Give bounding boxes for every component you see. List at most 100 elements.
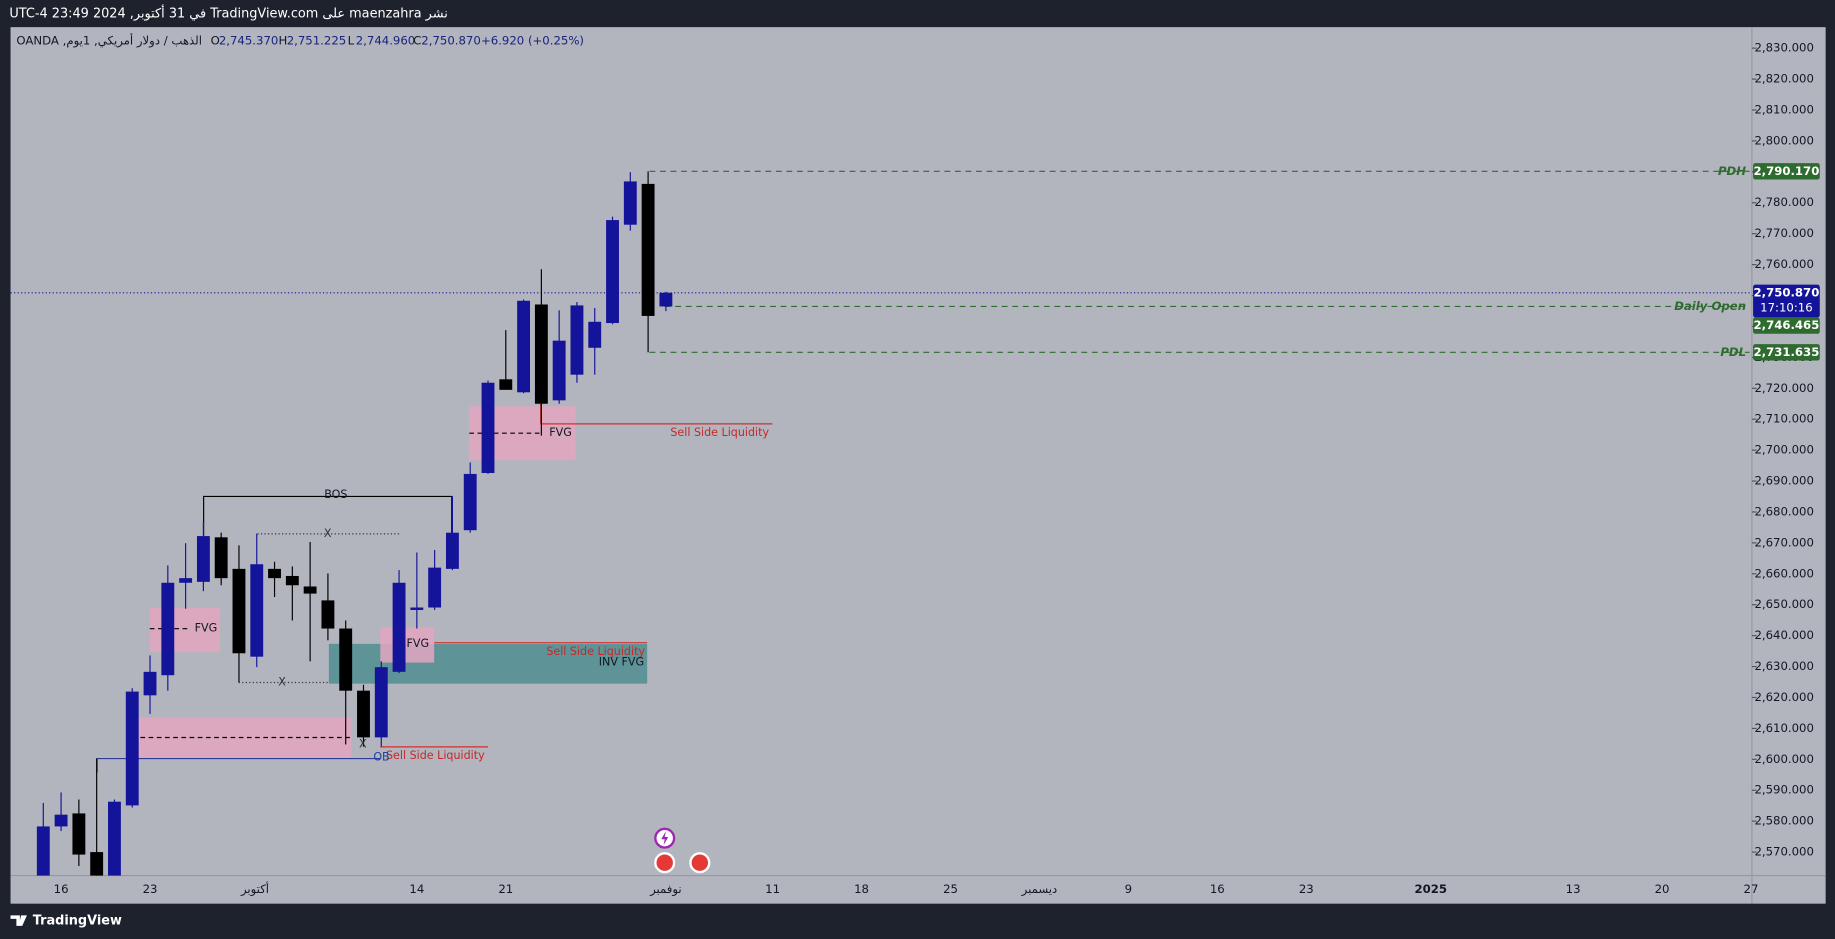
annotation: OB: [373, 750, 389, 763]
published-line: نشر maenzahra على TradingView.com في 31 …: [9, 5, 447, 22]
candle-body: [534, 304, 548, 404]
level-name: PDH: [1718, 164, 1746, 178]
candle-body: [606, 220, 619, 324]
bos-line: [203, 495, 453, 537]
countdown: 17:10:16: [1760, 301, 1813, 315]
annotation: Sell Side Liquidity: [546, 645, 645, 658]
ohlc-key: L: [348, 34, 355, 48]
candle-body: [179, 578, 193, 583]
candle-body: [392, 582, 406, 672]
y-tick-label: 2,780.000: [1754, 195, 1813, 209]
drawings: [96, 403, 773, 773]
candle-body: [481, 382, 495, 474]
y-tick-label: 2,650.000: [1754, 597, 1813, 611]
y-tick-label: 2,700.000: [1754, 443, 1813, 457]
annotation: X: [278, 675, 286, 688]
candle-body: [54, 814, 68, 827]
y-tick-label: 2,610.000: [1754, 721, 1813, 735]
candle-body: [623, 181, 637, 225]
candle-body: [357, 690, 370, 738]
candle-body: [90, 852, 104, 876]
x-tick-label: 18: [854, 882, 869, 896]
symbol-name: الذهب / دولار أمريكي, 1يوم, OANDA: [16, 33, 202, 49]
candle-body: [641, 183, 655, 316]
x-tick-label: 27: [1744, 882, 1759, 896]
annotation: FVG: [195, 622, 218, 635]
candle-body: [232, 568, 246, 654]
candle-body: [250, 564, 264, 657]
y-tick-label: 2,580.000: [1754, 814, 1813, 828]
liquidity-line: [540, 403, 773, 425]
level-box: [1753, 317, 1820, 334]
y-tick-label: 2,810.000: [1754, 103, 1813, 117]
y-tick-label: 2,760.000: [1754, 257, 1813, 271]
y-tick-label: 2,680.000: [1754, 504, 1813, 518]
candle-body: [588, 321, 602, 348]
event-icons: [654, 827, 711, 874]
annotation: INV FVG: [599, 656, 644, 669]
x-tick-label: 13: [1566, 882, 1581, 896]
candle-body: [552, 340, 566, 401]
candle-body: [339, 628, 353, 691]
event-icon-glyph: [661, 831, 669, 846]
ohlc-key: H: [279, 34, 288, 48]
annotation: BOS: [324, 488, 347, 501]
y-tick-label: 2,570.000: [1754, 845, 1813, 859]
x-tick-label: ديسمبر: [1021, 882, 1058, 897]
candle-body: [321, 600, 335, 629]
candle-body: [108, 801, 121, 876]
annotation: FVG: [406, 637, 429, 650]
y-tick-label: 2,800.000: [1754, 133, 1813, 147]
candle-body: [570, 305, 584, 375]
candle-body: [410, 607, 424, 610]
level-label: 2,746.465: [1754, 318, 1820, 332]
x-tick-label: 23: [143, 882, 158, 896]
x-tick-label: أكتوبر: [240, 881, 269, 897]
annotation: Sell Side Liquidity: [386, 749, 485, 762]
y-tick-label: 2,660.000: [1754, 566, 1813, 580]
annotation: FVG: [549, 426, 572, 439]
level-name: PDL: [1720, 345, 1746, 359]
candle-body: [499, 379, 513, 390]
y-tick-label: 2,670.000: [1754, 535, 1813, 549]
brand-logo: [10, 915, 27, 926]
y-tick-label: 2,830.000: [1754, 41, 1813, 55]
y-tick-label: 2,710.000: [1754, 412, 1813, 426]
candle-body: [143, 671, 157, 696]
y-tick-label: 2,590.000: [1754, 783, 1813, 797]
candle-body: [72, 813, 86, 855]
candle-body: [445, 532, 459, 569]
candle-body: [161, 582, 175, 676]
ohlc-value: 2,745.370: [219, 34, 278, 48]
x-tick-label: نوفمبر: [649, 882, 682, 897]
plot-background: [10, 27, 1826, 904]
x-tick-label: 25: [943, 882, 958, 896]
ohlc-key: O: [211, 34, 220, 48]
fvg-box: [380, 627, 435, 663]
level-label: 2,731.635: [1754, 345, 1820, 359]
event-icon: [689, 852, 711, 874]
x-tick-label: 21: [498, 882, 513, 896]
x-tick-label: 14: [409, 882, 424, 896]
annotation: X: [359, 738, 367, 751]
y-tick-label: 2,640.000: [1754, 628, 1813, 642]
level-box: [1753, 344, 1820, 361]
y-tick-label: 2,630.000: [1754, 659, 1813, 673]
candle-body: [285, 575, 299, 586]
y-tick-label: 2,620.000: [1754, 690, 1813, 704]
x-tick-label: 16: [1210, 882, 1225, 896]
candle-body: [374, 667, 388, 738]
candle-body: [196, 536, 210, 582]
candle-body: [428, 567, 442, 608]
y-tick-label: 2,770.000: [1754, 226, 1813, 240]
candle-body: [268, 568, 281, 579]
y-tick-label: 2,720.000: [1754, 381, 1813, 395]
annotation: Sell Side Liquidity: [670, 426, 769, 439]
candle-body: [125, 691, 139, 806]
last-price-label: 2,750.870: [1754, 285, 1820, 299]
ohlc-value: 2,751.225: [287, 34, 346, 48]
y-tick-label: 2,820.000: [1754, 72, 1813, 86]
level-name: Daily Open: [1674, 299, 1746, 313]
